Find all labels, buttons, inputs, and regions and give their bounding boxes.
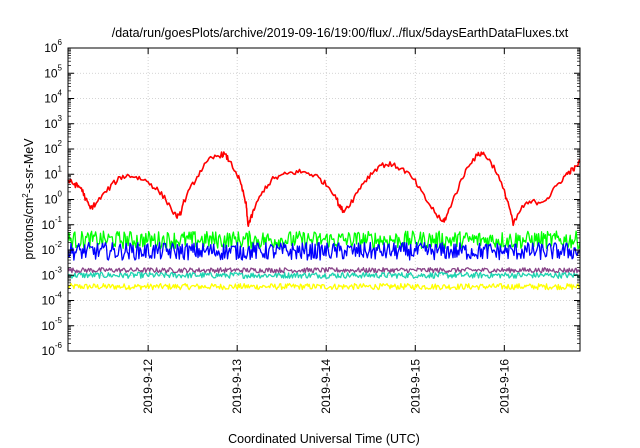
y-tick-label: 101 <box>44 164 62 181</box>
y-tick-label: 104 <box>44 89 62 106</box>
y-tick-base: 10 <box>44 142 58 156</box>
y-tick-exponent: -6 <box>55 341 63 350</box>
y-tick-base: 10 <box>42 218 56 232</box>
y-tick-base: 10 <box>42 319 56 333</box>
y-tick-base: 10 <box>44 66 58 80</box>
y-tick-base: 10 <box>44 41 58 55</box>
y-tick-label: 100 <box>44 190 62 207</box>
y-tick-exponent: 5 <box>58 63 63 72</box>
grid-layer <box>68 48 580 351</box>
series-line-4 <box>67 241 581 261</box>
y-tick-base: 10 <box>44 117 58 131</box>
y-tick-base: 10 <box>42 268 56 282</box>
y-axis-label-prefix: protons/cm <box>22 198 36 260</box>
y-tick-base: 10 <box>44 167 58 181</box>
series-line-3 <box>67 230 581 250</box>
y-tick-exponent: 0 <box>58 190 63 199</box>
y-tick-label: 106 <box>44 38 62 55</box>
y-tick-exponent: 4 <box>58 89 63 98</box>
x-tick-label: 2019-9-14 <box>319 359 333 414</box>
y-tick-exponent: -5 <box>55 316 63 325</box>
y-tick-label: 10-4 <box>42 291 63 308</box>
y-axis-label: protons/cm2-s-sr-MeV <box>21 138 36 260</box>
y-tick-base: 10 <box>44 193 58 207</box>
y-tick-label: 10-2 <box>42 240 63 257</box>
x-tick-label: 2019-9-12 <box>141 359 155 414</box>
y-tick-base: 10 <box>42 344 56 358</box>
y-tick-label: 10-6 <box>42 341 63 358</box>
y-tick-exponent: 2 <box>58 139 63 148</box>
y-axis-label-suffix: -s-sr-MeV <box>22 138 36 194</box>
x-axis-label: Coordinated Universal Time (UTC) <box>228 432 420 446</box>
axis-layer: 10-610-510-410-310-210-11001011021031041… <box>42 38 580 414</box>
x-tick-label: 2019-9-13 <box>230 359 244 414</box>
y-tick-label: 10-5 <box>42 316 63 333</box>
y-tick-label: 103 <box>44 114 62 131</box>
y-tick-exponent: -1 <box>55 215 63 224</box>
y-tick-base: 10 <box>42 243 56 257</box>
series-layer <box>67 151 581 291</box>
series-line-0 <box>67 282 581 291</box>
y-tick-base: 10 <box>44 92 58 106</box>
y-tick-label: 10-3 <box>42 265 63 282</box>
y-tick-exponent: 3 <box>58 114 63 123</box>
y-tick-label: 105 <box>44 63 62 80</box>
y-tick-label: 10-1 <box>42 215 63 232</box>
y-tick-exponent: -3 <box>55 265 63 274</box>
y-tick-exponent: 6 <box>58 38 63 47</box>
y-tick-base: 10 <box>42 294 56 308</box>
y-tick-label: 102 <box>44 139 62 156</box>
y-tick-exponent: 1 <box>58 164 63 173</box>
x-tick-label: 2019-9-15 <box>408 359 422 414</box>
x-tick-label: 2019-9-16 <box>497 359 511 414</box>
y-tick-exponent: -4 <box>55 291 63 300</box>
series-line-2 <box>67 267 581 274</box>
y-tick-exponent: -2 <box>55 240 63 249</box>
series-line-1 <box>67 271 581 279</box>
series-line-5 <box>67 151 581 227</box>
y-axis-label-sup: 2 <box>21 193 30 198</box>
chart-title: /data/run/goesPlots/archive/2019-09-16/1… <box>112 26 569 40</box>
